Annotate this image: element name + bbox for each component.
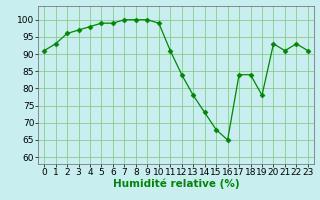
X-axis label: Humidité relative (%): Humidité relative (%) <box>113 179 239 189</box>
